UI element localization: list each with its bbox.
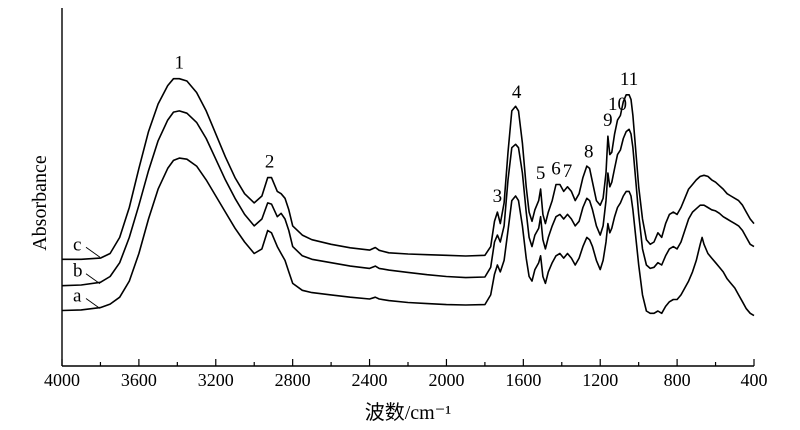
x-tick-label: 3600 <box>121 370 157 390</box>
series-line-c <box>62 77 755 261</box>
series-label-a: a <box>73 286 82 307</box>
series-label-leader-a <box>85 298 101 309</box>
peak-label-6: 6 <box>551 159 561 180</box>
y-axis-title: Absorbance <box>29 155 51 251</box>
x-tick-label: 1600 <box>505 370 541 390</box>
axes: 4000 3600 3200 2800 2400 2000 1600 1200 800 400 <box>44 8 768 390</box>
series-label-leader-c <box>85 246 101 258</box>
x-tick-label: 2000 <box>428 370 464 390</box>
peak-label-8: 8 <box>584 142 594 163</box>
x-tick-label: 400 <box>741 370 768 390</box>
x-tick-label: 800 <box>664 370 691 390</box>
peak-label-10: 10 <box>608 94 627 115</box>
x-axis-title: 波数/cm⁻¹ <box>365 401 452 424</box>
series-label-leader-b <box>85 273 101 285</box>
peak-label-9: 9 <box>603 110 613 131</box>
series-group <box>61 77 755 317</box>
x-tick-label: 2400 <box>352 370 388 390</box>
peak-label-7: 7 <box>563 161 573 182</box>
peak-label-11: 11 <box>620 69 638 90</box>
x-tick-label: 4000 <box>44 370 80 390</box>
x-tick-label: 3200 <box>198 370 234 390</box>
peak-label-2: 2 <box>265 152 275 173</box>
peak-label-3: 3 <box>493 186 503 207</box>
series-line-b <box>61 110 755 287</box>
peak-label-4: 4 <box>512 82 522 103</box>
series-line-a <box>61 157 755 317</box>
series-labels: cba <box>73 234 101 309</box>
peak-label-5: 5 <box>536 163 546 184</box>
series-label-b: b <box>73 261 83 282</box>
x-tick-label: 1200 <box>582 370 618 390</box>
x-tick-label: 2800 <box>275 370 311 390</box>
series-label-c: c <box>73 234 81 255</box>
peak-label-1: 1 <box>175 53 185 74</box>
